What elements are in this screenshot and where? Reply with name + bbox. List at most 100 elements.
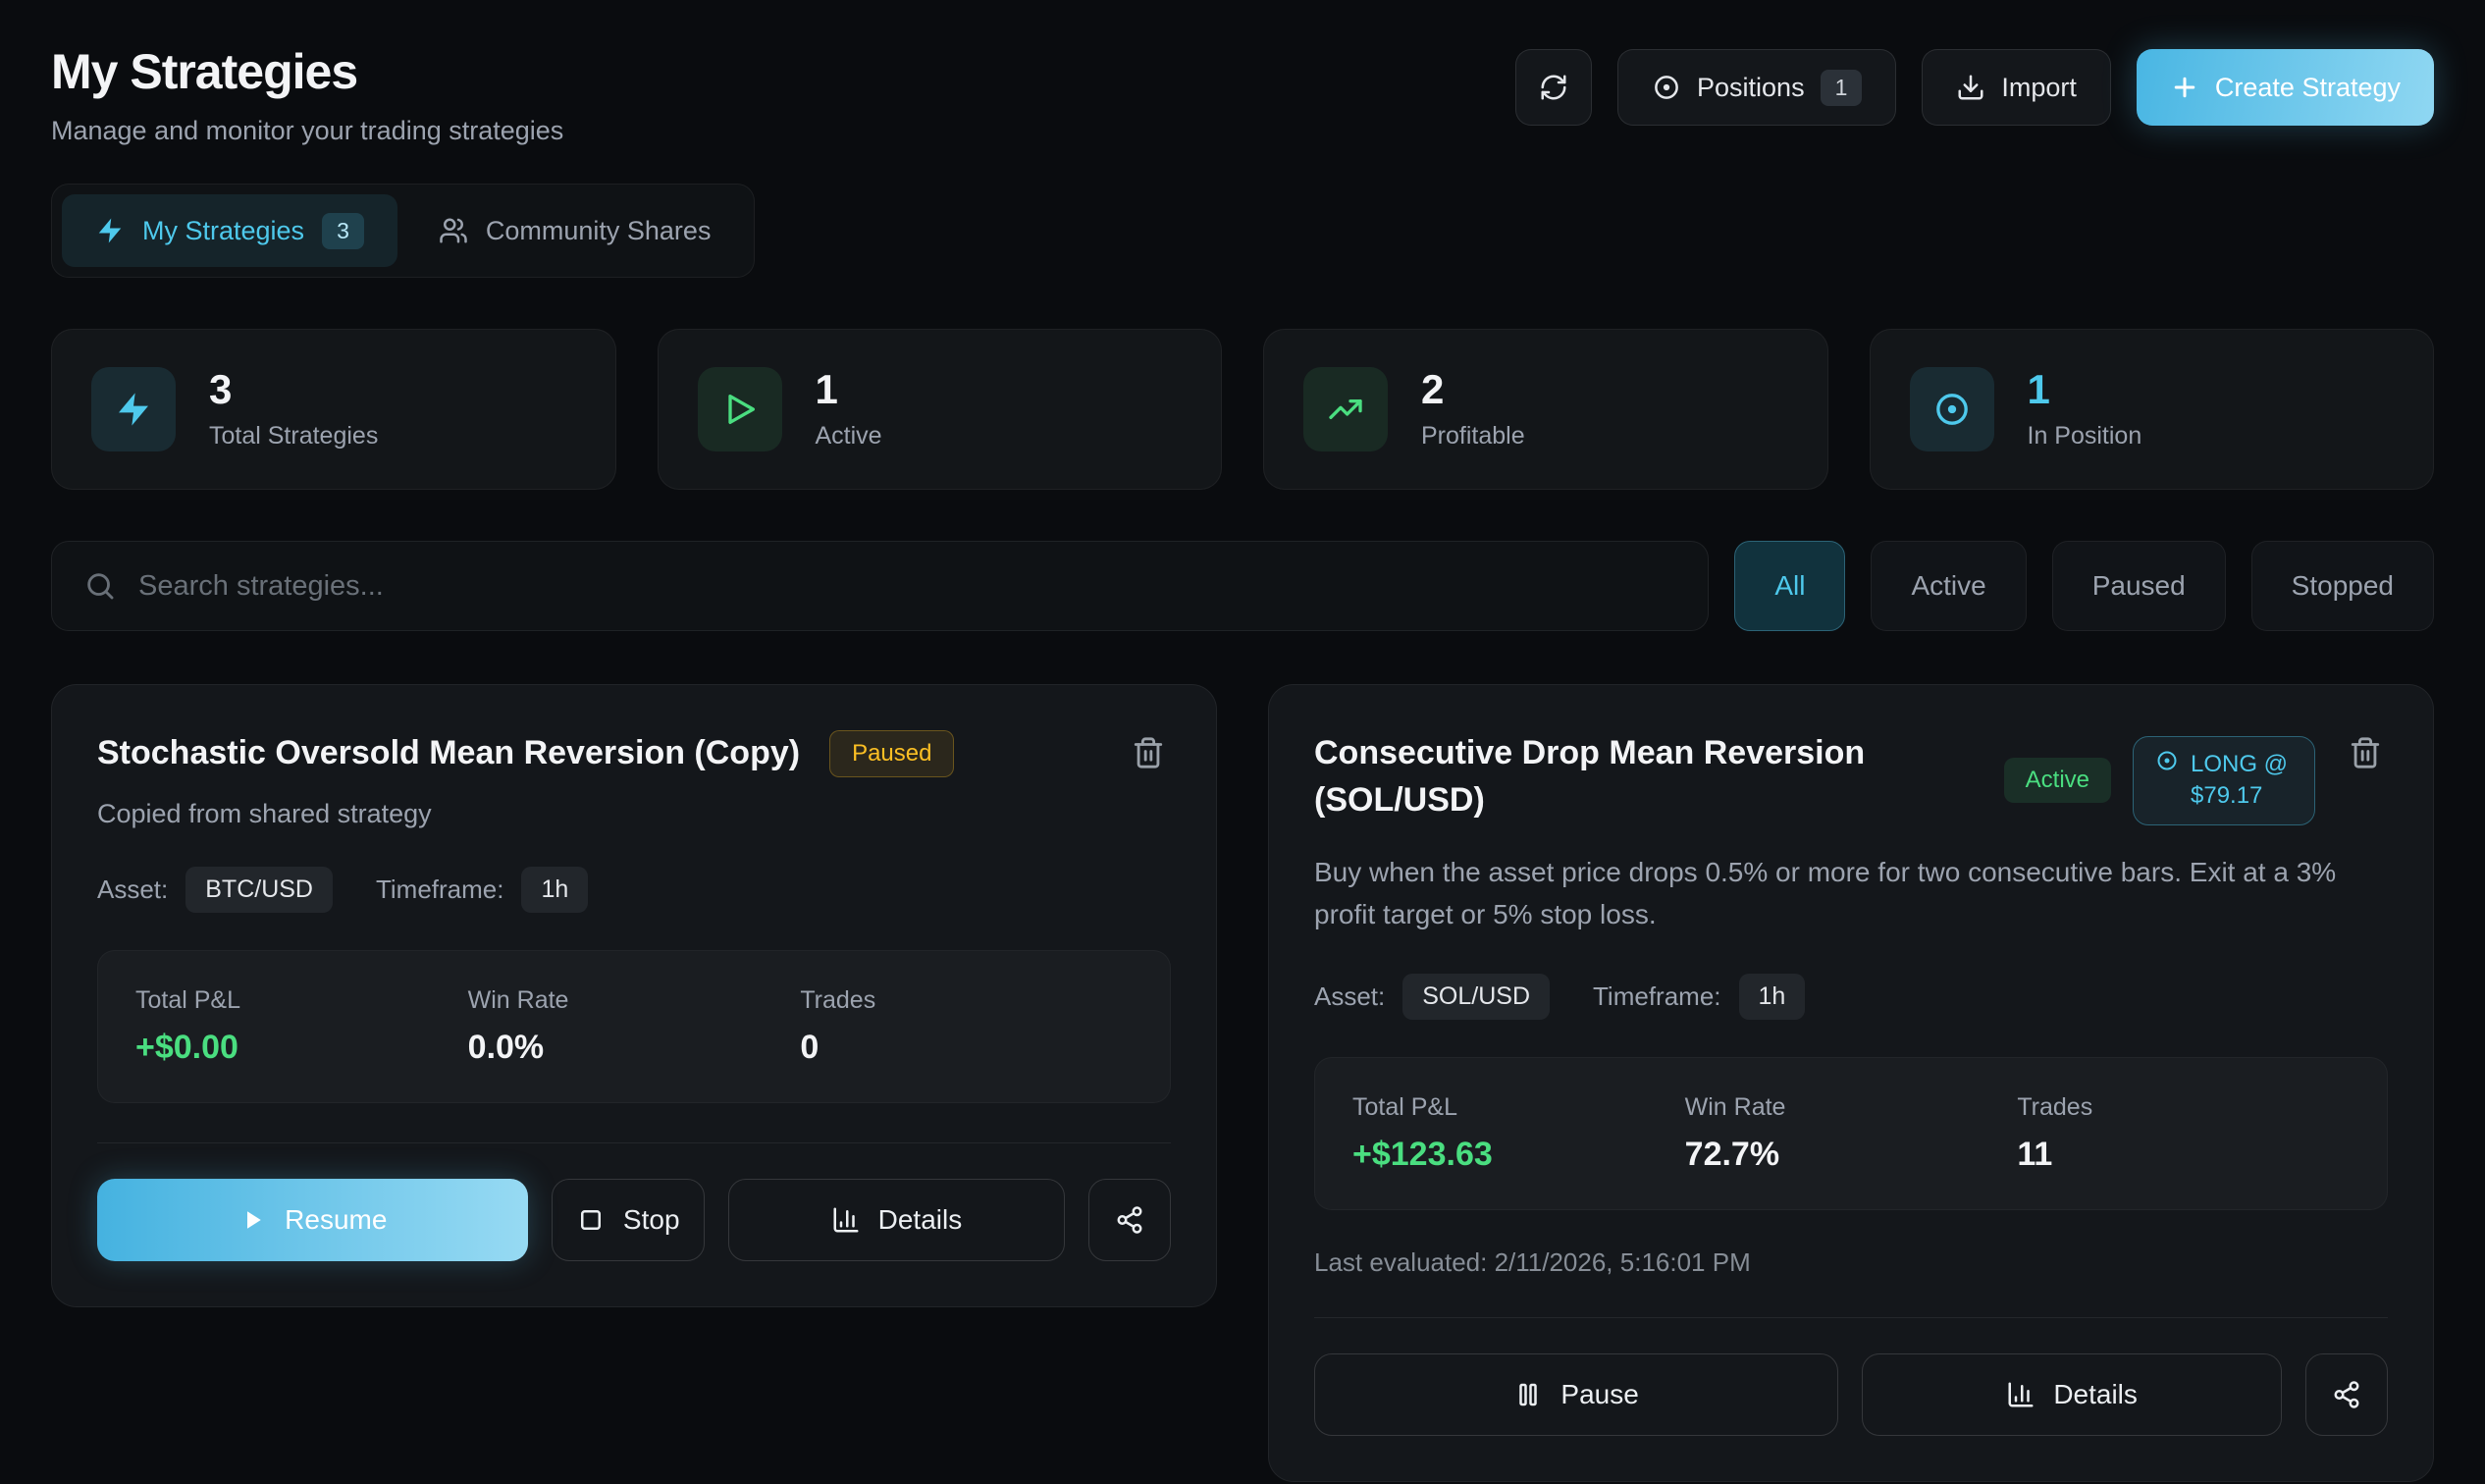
page-title: My Strategies <box>51 44 358 99</box>
divider <box>97 1142 1171 1143</box>
tab-community-shares-label: Community Shares <box>485 215 712 245</box>
strategy-title: Consecutive Drop Mean Reversion (SOL/USD… <box>1314 734 1866 819</box>
search-input[interactable] <box>138 569 1677 603</box>
trades-value: 0 <box>800 1029 820 1066</box>
filter-stopped[interactable]: Stopped <box>2250 541 2434 631</box>
header: My Strategies Manage and monitor your tr… <box>51 43 2434 146</box>
timeframe-chip: 1h <box>521 867 589 913</box>
header-actions: Positions 1 Import Create Strategy <box>1515 49 2434 126</box>
search-icon <box>83 569 117 603</box>
trash-icon <box>1132 736 1165 769</box>
strategy-actions: Resume Stop Details <box>97 1143 1171 1261</box>
delete-strategy-button[interactable] <box>2343 730 2388 775</box>
winrate-label: Win Rate <box>467 986 569 1014</box>
chart-icon <box>831 1205 861 1235</box>
download-icon <box>1956 73 1985 102</box>
position-badge: LONG @ $79.17 <box>2133 736 2315 825</box>
asset-chip: SOL/USD <box>1402 973 1551 1020</box>
header-text: My Strategies Manage and monitor your tr… <box>51 43 563 146</box>
search-row: All Active Paused Stopped <box>51 541 2434 631</box>
refresh-button[interactable] <box>1515 49 1593 126</box>
stat-total-value: 3 <box>209 365 233 412</box>
plus-icon <box>2170 73 2199 102</box>
strategy-title: Stochastic Oversold Mean Reversion (Copy… <box>97 734 801 772</box>
details-label: Details <box>2053 1378 2138 1409</box>
share-icon <box>2332 1380 2361 1409</box>
delete-strategy-button[interactable] <box>1126 730 1171 775</box>
stat-in-position-label: In Position <box>2027 421 2142 450</box>
trending-up-icon <box>1303 367 1388 451</box>
pnl-label: Total P&L <box>1352 1092 1458 1121</box>
filter-active[interactable]: Active <box>1871 541 2027 631</box>
create-strategy-label: Create Strategy <box>2214 72 2401 102</box>
resume-label: Resume <box>285 1204 388 1235</box>
timeframe-chip: 1h <box>1738 973 1806 1020</box>
details-label: Details <box>877 1204 963 1235</box>
status-badge: Paused <box>829 730 955 777</box>
resume-button[interactable]: Resume <box>97 1179 528 1261</box>
tab-my-strategies-label: My Strategies <box>142 215 305 245</box>
asset-label: Asset: <box>1314 980 1386 1011</box>
trades-label: Trades <box>800 986 876 1014</box>
stop-label: Stop <box>622 1204 680 1235</box>
strategy-description: Buy when the asset price drops 0.5% or m… <box>1314 856 2337 930</box>
details-button[interactable]: Details <box>1862 1352 2282 1436</box>
divider <box>1314 1316 2388 1318</box>
stat-profitable-label: Profitable <box>1421 421 1525 450</box>
refresh-icon <box>1539 73 1568 102</box>
stat-total-strategies: 3 Total Strategies <box>51 329 616 490</box>
positions-button[interactable]: Positions 1 <box>1617 49 1897 126</box>
share-button[interactable] <box>2305 1352 2388 1436</box>
winrate-label: Win Rate <box>1684 1092 1786 1121</box>
stat-profitable: 2 Profitable <box>1263 329 1828 490</box>
share-button[interactable] <box>1088 1179 1171 1261</box>
winrate-value: 0.0% <box>467 1029 545 1066</box>
winrate-value: 72.7% <box>1684 1135 1780 1173</box>
share-icon <box>1115 1205 1144 1235</box>
filter-paused[interactable]: Paused <box>2051 541 2226 631</box>
trades-label: Trades <box>2017 1092 2093 1121</box>
search-box <box>51 541 1710 631</box>
asset-label: Asset: <box>97 874 169 904</box>
stat-active-value: 1 <box>815 365 838 412</box>
stat-active: 1 Active <box>657 329 1222 490</box>
strategy-cards: Stochastic Oversold Mean Reversion (Copy… <box>51 684 2434 1482</box>
position-badge-label: LONG @ $79.17 <box>2191 751 2289 810</box>
tab-community-shares[interactable]: Community Shares <box>405 194 745 267</box>
timeframe-label: Timeframe: <box>375 874 504 904</box>
pause-icon <box>1513 1380 1543 1409</box>
details-button[interactable]: Details <box>727 1179 1065 1261</box>
stat-in-position-value: 1 <box>2027 365 2050 412</box>
stat-profitable-value: 2 <box>1421 365 1445 412</box>
chart-icon <box>2006 1380 2036 1409</box>
tabbar: My Strategies 3 Community Shares <box>51 184 756 278</box>
pnl-value: +$0.00 <box>135 1029 238 1066</box>
pnl-label: Total P&L <box>135 986 241 1014</box>
pnl-value: +$123.63 <box>1352 1135 1493 1173</box>
lightning-icon <box>91 367 176 451</box>
import-button[interactable]: Import <box>1922 49 2111 126</box>
stop-icon <box>576 1205 606 1235</box>
asset-chip: BTC/USD <box>185 867 333 913</box>
filter-all[interactable]: All <box>1734 541 1846 631</box>
pause-button[interactable]: Pause <box>1314 1352 1839 1436</box>
strategy-meta: Asset: BTC/USD Timeframe: 1h <box>97 867 1171 913</box>
last-evaluated-text: Last evaluated: 2/11/2026, 5:16:01 PM <box>1314 1246 1751 1277</box>
stat-total-label: Total Strategies <box>209 421 379 450</box>
target-icon <box>1652 73 1681 102</box>
tab-my-strategies[interactable]: My Strategies 3 <box>62 194 397 267</box>
target-icon <box>2155 749 2179 772</box>
stat-in-position: 1 In Position <box>1869 329 2434 490</box>
stop-button[interactable]: Stop <box>551 1179 705 1261</box>
people-icon <box>439 216 468 245</box>
target-icon <box>1909 367 1994 451</box>
stats-row: 3 Total Strategies 1 Active 2 Profitable <box>51 329 2434 490</box>
strategy-card-stochastic: Stochastic Oversold Mean Reversion (Copy… <box>51 684 1217 1307</box>
pause-label: Pause <box>1560 1378 1639 1409</box>
trash-icon <box>2349 736 2382 769</box>
create-strategy-button[interactable]: Create Strategy <box>2136 49 2434 126</box>
strategy-meta: Asset: SOL/USD Timeframe: 1h <box>1314 973 2388 1020</box>
strategy-actions: Pause Details <box>1314 1318 2388 1436</box>
strategy-subtitle: Copied from shared strategy <box>97 799 432 828</box>
